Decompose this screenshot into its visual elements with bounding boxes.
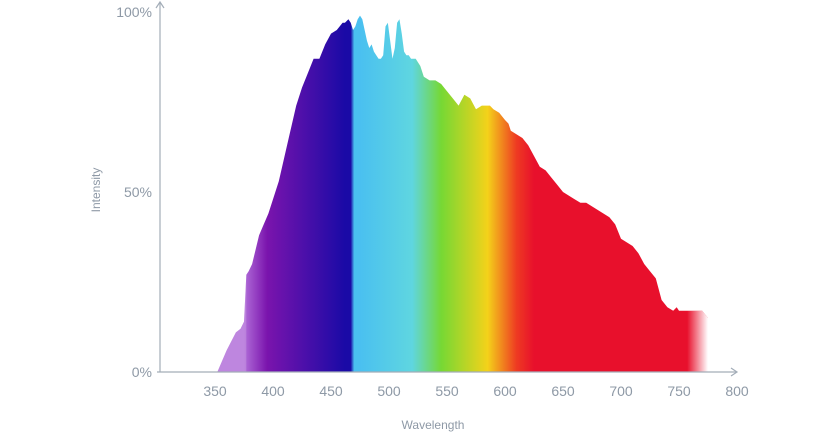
y-axis-arrow-icon: [155, 0, 165, 9]
x-tick-label-650: 650: [551, 383, 575, 399]
x-tick-label-500: 500: [377, 383, 401, 399]
x-tick-label-750: 750: [667, 383, 691, 399]
x-tick-label-450: 450: [319, 383, 343, 399]
y-tick-label-0: 0%: [132, 364, 152, 380]
y-tick-label-100: 100%: [116, 4, 152, 20]
left-fade-overlay: [217, 15, 247, 372]
x-tick-label-350: 350: [203, 383, 227, 399]
spectrum-area: [217, 15, 708, 372]
x-tick-label-400: 400: [261, 383, 285, 399]
x-axis-title: Wavelength: [402, 418, 465, 432]
x-tick-label-700: 700: [609, 383, 633, 399]
x-axis-arrow-icon: [730, 367, 739, 377]
right-fade-overlay: [685, 15, 708, 372]
x-tick-label-600: 600: [493, 383, 517, 399]
x-tick-label-800: 800: [725, 383, 749, 399]
y-axis-title: Intensity: [89, 168, 103, 213]
x-tick-labels: 350 400 450 500 550 600 650 700 750 800: [203, 383, 749, 399]
y-tick-labels: 0% 50% 100%: [116, 4, 152, 380]
x-tick-label-550: 550: [435, 383, 459, 399]
y-tick-label-50: 50%: [124, 184, 152, 200]
